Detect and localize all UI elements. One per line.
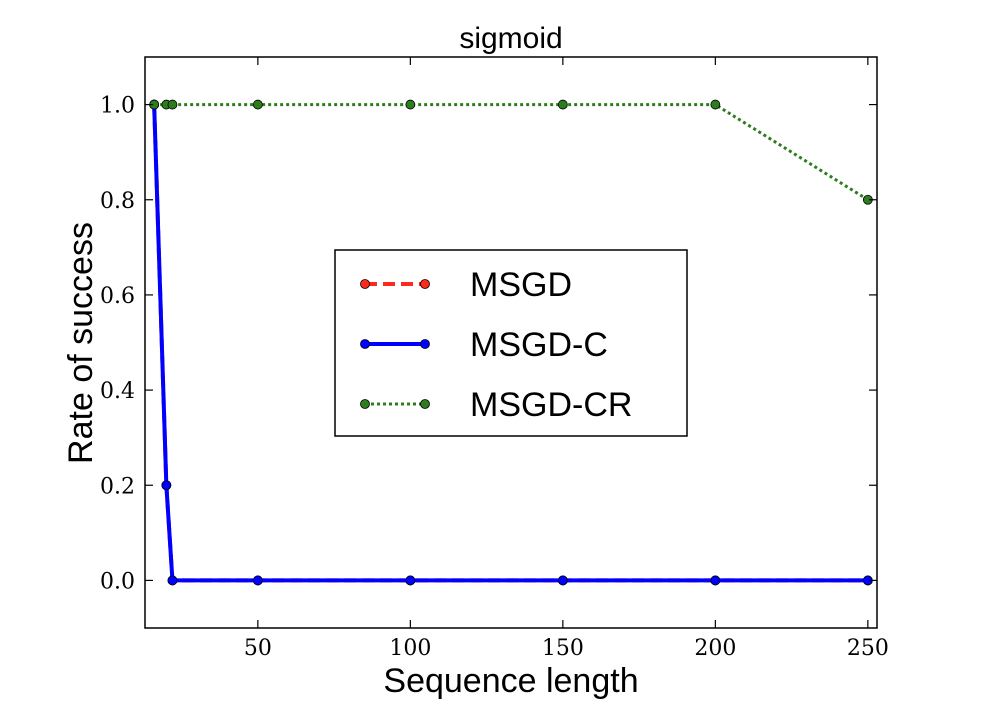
data-point — [710, 575, 721, 586]
legend-marker — [420, 339, 430, 349]
legend-item: MSGD-CR — [360, 386, 632, 424]
series-line-msgd-c — [152, 104, 868, 583]
y-tick-label: 0.8 — [100, 189, 135, 214]
legend-marker — [360, 399, 370, 409]
data-point — [252, 575, 263, 586]
data-point — [161, 480, 172, 491]
data-point — [167, 99, 178, 110]
chart-title: sigmoid — [459, 22, 562, 55]
series-msgd-cr — [149, 99, 873, 205]
y-tick-label: 0.2 — [100, 474, 135, 499]
y-tick-label: 0.0 — [100, 569, 135, 594]
legend-label: MSGD — [470, 266, 572, 304]
plot-frame — [144, 56, 878, 629]
legend-label: MSGD-CR — [470, 386, 632, 424]
x-tick-label: 250 — [847, 636, 889, 661]
y-axis-label: Rate of success — [62, 222, 100, 464]
y-tick-label: 1.0 — [100, 94, 135, 119]
data-point — [710, 99, 721, 110]
legend-label: MSGD-C — [470, 326, 608, 364]
legend: MSGD MSGD-C MSGD-CR — [334, 249, 688, 437]
x-tick-label: 100 — [389, 636, 431, 661]
x-tick-label: 150 — [542, 636, 584, 661]
plot-area — [149, 99, 873, 586]
data-point — [405, 99, 416, 110]
legend-item: MSGD — [360, 266, 572, 304]
data-point — [405, 575, 416, 586]
legend-marker — [360, 279, 370, 289]
data-point — [557, 99, 568, 110]
x-axis-label: Sequence length — [383, 662, 638, 700]
data-point — [252, 99, 263, 110]
legend-marker — [420, 399, 430, 409]
legend-item: MSGD-C — [360, 326, 608, 364]
data-point — [557, 575, 568, 586]
x-tick-label: 50 — [244, 636, 272, 661]
x-tick-label: 200 — [694, 636, 736, 661]
y-tick-label: 0.6 — [100, 284, 135, 309]
series-line-msgd-cr — [154, 103, 869, 202]
data-point — [167, 575, 178, 586]
legend-marker — [360, 339, 370, 349]
legend-marker — [420, 279, 430, 289]
axis-ticks: 50 100 150 200 250 0.0 0.2 0.4 0.6 0.8 1.0 — [100, 57, 889, 661]
y-tick-label: 0.4 — [100, 379, 135, 404]
